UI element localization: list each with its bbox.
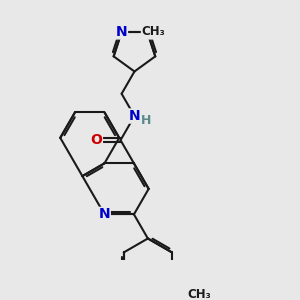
Text: N: N [99,207,110,221]
Text: N: N [142,25,153,39]
Text: H: H [141,114,152,127]
Text: N: N [129,109,140,123]
Text: CH₃: CH₃ [188,288,212,300]
Text: O: O [91,133,102,147]
Text: N: N [116,25,127,39]
Text: CH₃: CH₃ [142,26,166,38]
